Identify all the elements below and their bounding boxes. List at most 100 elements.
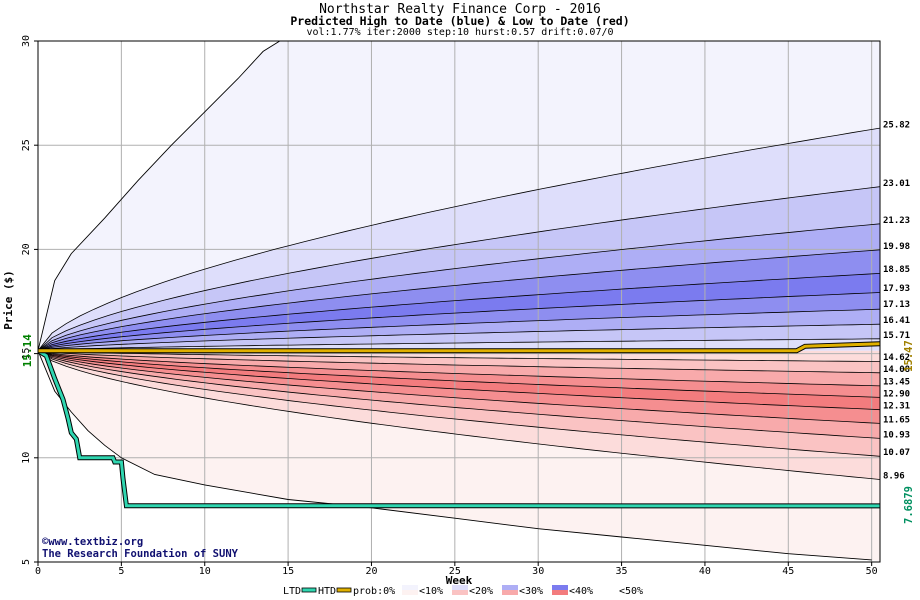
high-probability-band [38, 41, 880, 351]
percentile-end-label: 14.08 [883, 365, 910, 375]
percentile-end-label: 12.31 [883, 402, 910, 412]
legend-label-prob: prob:0% [353, 586, 395, 597]
x-tick-label: 45 [782, 566, 794, 577]
legend-swatch-high [552, 585, 568, 590]
percentile-end-label: 8.96 [883, 472, 905, 482]
htd-end-label: 15.47 [903, 340, 915, 372]
x-tick-label: 50 [866, 566, 878, 577]
percentile-end-label: 10.93 [883, 431, 910, 441]
percentile-end-label: 14.62 [883, 353, 910, 363]
y-tick-label: 10 [21, 452, 32, 464]
percentile-end-label: 18.85 [883, 265, 910, 275]
x-tick-label: 20 [365, 566, 377, 577]
percentile-end-label: 25.82 [883, 121, 910, 131]
x-tick-label: 30 [532, 566, 544, 577]
low-probability-band [38, 350, 880, 410]
chart-params: vol:1.77% iter:2000 step:10 hurst:0.57 d… [306, 27, 614, 38]
legend-swatch-high [452, 585, 468, 590]
percentile-curve [38, 338, 880, 352]
percentile-curve [38, 292, 880, 352]
percentile-curve [38, 323, 880, 352]
percentile-end-label: 16.41 [883, 316, 910, 326]
y-tick-label: 30 [21, 35, 32, 47]
percentile-curve [38, 350, 880, 411]
chart-subtitle: Predicted High to Date (blue) & Low to D… [290, 14, 630, 28]
x-tick-label: 40 [699, 566, 711, 577]
low-probability-band [38, 350, 880, 386]
x-tick-label: 5 [118, 566, 124, 577]
percentile-curve [38, 350, 880, 362]
percentile-curve [38, 350, 880, 457]
legend-swatch-low [602, 590, 618, 595]
y-tick-label: 20 [21, 243, 32, 255]
percentile-end-label: 19.98 [883, 242, 910, 252]
plot-layer [38, 41, 880, 562]
high-probability-band [38, 128, 880, 351]
high-probability-band [38, 186, 880, 351]
max-envelope-curve [38, 41, 281, 351]
chart-title: Northstar Realty Finance Corp - 2016 [319, 2, 601, 17]
percentile-curve [38, 223, 880, 352]
low-probability-band [38, 350, 880, 439]
low-probability-band [38, 350, 880, 373]
ltd-end-label: 7.6879 [903, 486, 915, 524]
legend-label-band: <50% [619, 586, 643, 597]
percentile-end-label: 15.71 [883, 331, 910, 341]
y-axis-label: Price ($) [2, 270, 15, 330]
y-tick-label: 25 [21, 139, 32, 151]
x-tick-label: 10 [199, 566, 211, 577]
low-probability-band [38, 350, 880, 561]
high-probability-band [38, 273, 880, 351]
x-tick-label: 15 [282, 566, 294, 577]
percentile-curve [38, 127, 880, 351]
x-tick-label: 35 [616, 566, 628, 577]
percentile-curve [38, 350, 880, 424]
low-probability-band [38, 350, 880, 398]
low-probability-band [38, 350, 880, 424]
low-probability-band [38, 350, 880, 457]
percentile-end-label: 10.07 [883, 448, 910, 458]
y-tick-label: 15 [21, 348, 32, 360]
legend-swatch-htd [336, 587, 352, 593]
start-price-label: 15.14 [21, 334, 34, 367]
legend-label-band: <10% [419, 586, 443, 597]
percentile-curve [38, 350, 880, 480]
y-tick-label: 5 [21, 559, 32, 565]
legend-swatch-low [552, 590, 568, 595]
legend-label-htd: HTD [318, 586, 336, 597]
htd-series [38, 342, 880, 353]
legend-label-band: <30% [519, 586, 543, 597]
percentile-end-label: 13.45 [883, 378, 910, 388]
legend-label-band: <40% [569, 586, 593, 597]
x-axis-label: Week [446, 574, 473, 587]
legend-label-band: <20% [469, 586, 493, 597]
high-probability-band [38, 292, 880, 351]
percentile-end-label: 21.23 [883, 216, 910, 226]
min-envelope-curve [38, 350, 872, 561]
percentile-curve [38, 249, 880, 352]
high-probability-band [38, 223, 880, 351]
watermark-org: The Research Foundation of SUNY [42, 548, 239, 560]
legend-label-ltd: LTD [283, 586, 301, 597]
percentile-curve [38, 186, 880, 351]
percentile-end-label: 23.01 [883, 179, 910, 189]
legend-swatch-high [502, 585, 518, 590]
legend-swatch-low [502, 590, 518, 595]
legend-swatch-high [402, 585, 418, 590]
ltd-series [38, 349, 880, 508]
watermark-url: ©www.textbiz.org [42, 536, 143, 548]
legend-swatch-low [402, 590, 418, 595]
x-tick-label: 0 [35, 566, 41, 577]
percentile-end-label: 11.65 [883, 416, 910, 426]
x-tick-label: 25 [449, 566, 461, 577]
percentile-end-label: 17.93 [883, 284, 910, 294]
high-probability-band [38, 309, 880, 351]
percentile-curve [38, 350, 880, 374]
percentile-curve [38, 273, 880, 352]
percentile-curve [38, 350, 880, 398]
legend-swatch-high [602, 585, 618, 590]
percentile-curve [38, 308, 880, 352]
low-probability-band [38, 350, 880, 480]
percentile-curve [38, 350, 880, 387]
